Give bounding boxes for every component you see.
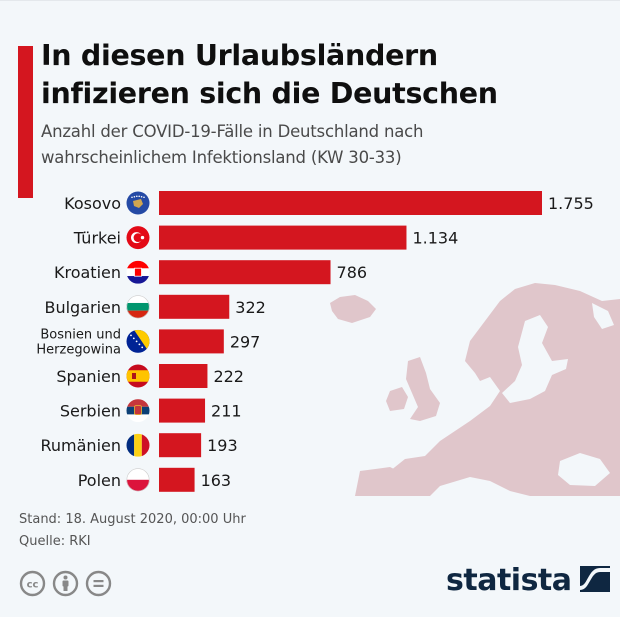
spain-flag-icon [126, 364, 150, 388]
category-label: Serbien [60, 402, 121, 421]
map-uk [406, 357, 440, 421]
serbia-flag-icon [126, 399, 150, 423]
poland-flag-icon [126, 468, 150, 492]
statista-logo[interactable]: statista [446, 563, 610, 598]
map-white-sea [592, 303, 614, 329]
bar-polen [159, 467, 195, 492]
map-mediterranean [430, 477, 530, 496]
bar-türkei [159, 225, 407, 250]
value-label: 322 [235, 298, 266, 317]
no-derivatives-icon[interactable] [85, 570, 112, 597]
map-black-sea [558, 453, 610, 486]
bar-rumänien [159, 433, 202, 458]
map-iberia [355, 467, 405, 496]
value-label: 163 [201, 471, 232, 490]
value-label: 786 [337, 263, 368, 282]
kosovo-flag-icon [126, 191, 150, 215]
value-label: 222 [213, 367, 244, 386]
footer-source: Quelle: RKI [19, 534, 91, 549]
bar-kroatien [159, 260, 331, 285]
chart-title: In diesen Urlaubsländern infizieren sich… [41, 37, 611, 113]
category-label: Kosovo [64, 194, 121, 213]
license-icons: cc [19, 570, 112, 597]
footer: Stand: 18. August 2020, 00:00 Uhr Quelle… [19, 509, 246, 553]
map-scandinavia [390, 283, 620, 496]
attribution-icon[interactable] [52, 570, 79, 597]
category-label: Türkei [73, 229, 121, 248]
chart-subtitle: Anzahl der COVID-19-Fälle in Deutschland… [41, 119, 601, 171]
croatia-flag-icon [126, 260, 150, 284]
svg-text:cc: cc [27, 580, 39, 591]
romania-flag-icon [126, 433, 150, 457]
bosnia-flag-icon [126, 329, 150, 353]
creative-commons-icon[interactable]: cc [19, 570, 46, 597]
footer-date: Stand: 18. August 2020, 00:00 Uhr [19, 512, 246, 527]
value-label: 297 [230, 332, 261, 351]
category-label: Kroatien [54, 263, 121, 282]
category-label: Spanien [56, 367, 121, 386]
bar-bulgarien [159, 294, 230, 319]
map-baltic-sea [502, 315, 568, 403]
value-label: 1.755 [548, 194, 594, 213]
title-line-2: infizieren sich die Deutschen [41, 77, 498, 110]
statista-logo-icon [579, 565, 610, 596]
category-label: Bosnien und Herzegowina [36, 327, 121, 357]
statista-wordmark: statista [446, 563, 572, 598]
turkey-flag-icon [126, 226, 150, 250]
value-label: 211 [211, 402, 242, 421]
europe-map-background [330, 283, 620, 496]
category-label: Bulgarien [44, 298, 121, 317]
value-label: 1.134 [412, 229, 458, 248]
category-label: Rumänien [41, 436, 122, 455]
subtitle-line-1: Anzahl der COVID-19-Fälle in Deutschland… [41, 122, 424, 141]
bar-kosovo [159, 191, 542, 215]
value-label: 193 [207, 436, 238, 455]
bar-serbien [159, 398, 206, 423]
bar-spanien [159, 364, 208, 388]
title-accent-bar [18, 46, 33, 198]
bulgaria-flag-icon [126, 295, 150, 319]
title-line-1: In diesen Urlaubsländern [41, 39, 438, 72]
subtitle-line-2: wahrscheinlichem Infektionsland (KW 30-3… [41, 148, 402, 167]
bar-bosnien-und-herzegowina [159, 329, 224, 354]
map-ireland [386, 387, 408, 411]
map-iceland [330, 295, 376, 323]
category-label: Polen [78, 471, 121, 490]
